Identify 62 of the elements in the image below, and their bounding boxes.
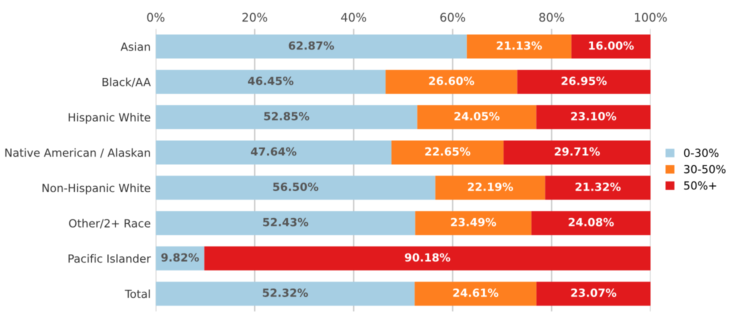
bar [417,105,536,130]
legend-label: 30-50% [684,164,726,174]
bar [571,34,651,59]
bar [156,282,415,306]
x-tick-label: 80% [539,12,564,22]
bar [156,140,392,164]
data-label: 16.00% [589,41,634,50]
bar [504,140,651,164]
data-label: 24.61% [453,288,498,297]
x-tick-label: 100% [635,12,667,22]
bar [414,282,536,306]
data-label: 52.32% [262,288,308,297]
bar [466,34,572,59]
bar [156,176,436,200]
bar [517,70,651,94]
data-label: 24.08% [568,218,614,226]
bar [536,282,651,306]
y-tick-label: Native American / Alaskan [5,148,150,158]
bar [204,246,651,270]
x-tick-label: 60% [440,12,466,22]
y-tick-label: Non-Hispanic White [42,184,150,194]
data-label: 22.19% [468,182,514,192]
bar [386,70,518,94]
data-label: 52.85% [264,112,310,120]
x-tick-label: 40% [341,12,366,22]
y-tick-label: Asian [120,42,150,51]
bar [531,211,651,236]
bar [415,211,532,236]
legend-label: 50%+ [684,181,716,190]
data-label: 23.10% [571,112,616,120]
data-label: 90.18% [404,253,450,262]
data-label: 9.82% [161,253,199,262]
data-label: 21.32% [576,182,621,192]
legend-label: 0-30% [684,148,718,158]
data-label: 22.65% [425,147,470,156]
data-label: 56.50% [273,182,318,192]
bar [545,176,651,200]
data-label: 29.71% [554,147,600,156]
bar [156,34,467,59]
data-label: 24.05% [454,112,500,120]
y-tick-label: Other/2+ Race [69,218,150,228]
x-tick-label: 0% [147,12,164,22]
data-label: 52.43% [263,218,308,226]
bar [391,140,504,164]
data-label: 46.45% [248,76,294,86]
x-tick-label: 20% [242,12,268,22]
bar [435,176,546,200]
data-label: 26.60% [429,76,474,86]
y-tick-label: Total [124,289,150,298]
bar [536,105,651,130]
y-tick-label: Hispanic White [68,112,150,124]
data-label: 21.13% [496,41,542,50]
bar [156,70,386,94]
data-label: 47.64% [250,147,296,156]
data-label: 23.07% [571,288,616,297]
data-label: 62.87% [288,41,334,50]
data-label: 23.49% [451,218,496,226]
y-tick-label: Pacific Islander [68,254,151,263]
bar [156,211,416,236]
y-tick-label: Black/AA [102,78,151,88]
data-label: 26.95% [562,76,607,86]
bar [156,105,418,130]
